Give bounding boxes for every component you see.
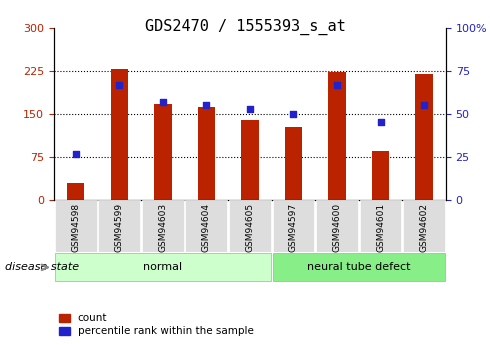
FancyBboxPatch shape	[142, 200, 184, 252]
Text: GSM94603: GSM94603	[158, 203, 167, 252]
FancyBboxPatch shape	[316, 200, 358, 252]
Bar	[328, 72, 346, 200]
Bar	[197, 107, 215, 200]
Text: normal: normal	[143, 263, 182, 272]
Point	[246, 106, 254, 111]
Text: GSM94597: GSM94597	[289, 203, 298, 252]
FancyBboxPatch shape	[55, 200, 97, 252]
Text: disease state: disease state	[5, 263, 79, 272]
Text: GSM94602: GSM94602	[419, 203, 429, 252]
FancyBboxPatch shape	[360, 200, 401, 252]
Point	[290, 111, 297, 117]
Text: GSM94598: GSM94598	[71, 203, 80, 252]
Text: GSM94604: GSM94604	[202, 203, 211, 252]
Text: GSM94600: GSM94600	[333, 203, 342, 252]
FancyBboxPatch shape	[98, 200, 140, 252]
Text: neural tube defect: neural tube defect	[307, 263, 411, 272]
Bar	[111, 69, 128, 200]
FancyBboxPatch shape	[272, 200, 315, 252]
Text: GDS2470 / 1555393_s_at: GDS2470 / 1555393_s_at	[145, 19, 345, 35]
Bar	[154, 104, 172, 200]
Bar	[372, 151, 389, 200]
Bar	[241, 120, 259, 200]
FancyBboxPatch shape	[229, 200, 271, 252]
Point	[72, 151, 79, 156]
FancyBboxPatch shape	[55, 253, 271, 282]
Text: GSM94599: GSM94599	[115, 203, 124, 252]
Point	[115, 82, 123, 87]
FancyBboxPatch shape	[185, 200, 227, 252]
Text: GSM94605: GSM94605	[245, 203, 254, 252]
FancyBboxPatch shape	[403, 200, 445, 252]
Point	[333, 82, 341, 87]
Text: GSM94601: GSM94601	[376, 203, 385, 252]
Point	[377, 120, 385, 125]
Bar	[285, 127, 302, 200]
Point	[202, 102, 210, 108]
Legend: count, percentile rank within the sample: count, percentile rank within the sample	[59, 313, 254, 336]
Bar	[67, 183, 84, 200]
FancyBboxPatch shape	[272, 253, 445, 282]
Point	[420, 102, 428, 108]
Point	[159, 99, 167, 105]
Bar	[416, 73, 433, 200]
